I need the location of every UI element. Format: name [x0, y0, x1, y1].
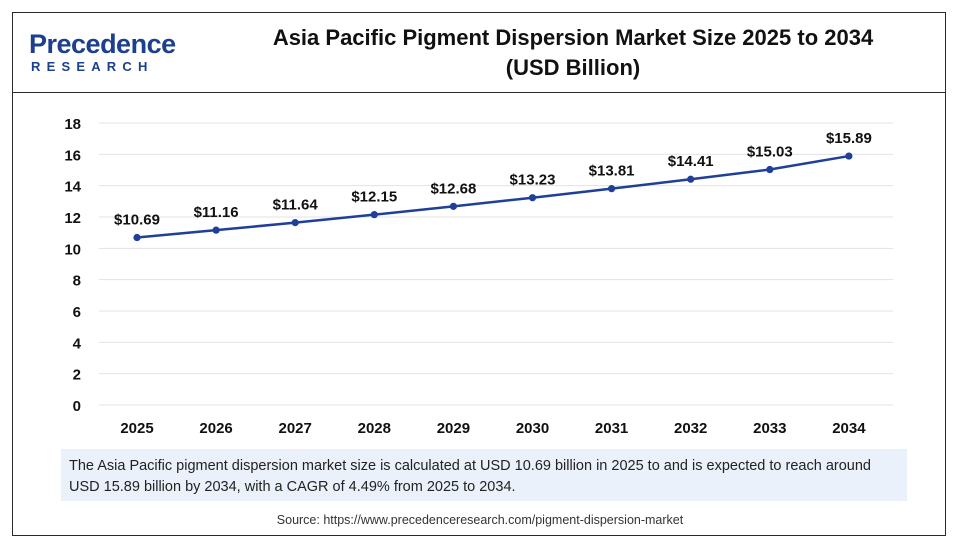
data-point	[212, 226, 220, 234]
y-tick-label: 10	[64, 241, 81, 258]
x-tick-label: 2029	[437, 420, 470, 437]
data-point	[370, 211, 378, 219]
y-tick-label: 16	[64, 147, 81, 164]
x-tick-label: 2027	[279, 420, 312, 437]
data-label: $11.64	[273, 197, 319, 214]
y-tick-label: 8	[73, 273, 81, 290]
chart-title: Asia Pacific Pigment Dispersion Market S…	[213, 23, 933, 83]
y-tick-label: 18	[64, 116, 81, 133]
data-point	[528, 194, 537, 202]
y-tick-label: 4	[73, 335, 82, 352]
x-tick-label: 2032	[674, 420, 707, 437]
data-label: $10.69	[114, 212, 160, 229]
data-point	[766, 165, 774, 174]
data-point	[133, 233, 141, 242]
data-point	[687, 175, 695, 183]
header: Precedence RESEARCH Asia Pacific Pigment…	[13, 13, 945, 93]
y-tick-label: 2	[73, 367, 81, 384]
logo-name: Precedence	[29, 29, 176, 59]
summary-text: The Asia Pacific pigment dispersion mark…	[61, 449, 907, 501]
x-tick-label: 2034	[832, 420, 866, 437]
logo-subtitle: RESEARCH	[31, 59, 154, 74]
data-label: $13.23	[510, 172, 556, 189]
y-tick-label: 12	[64, 210, 81, 227]
y-tick-label: 0	[73, 398, 81, 415]
data-label: $14.41	[668, 153, 714, 170]
chart-title-line1: Asia Pacific Pigment Dispersion Market S…	[272, 25, 874, 50]
chart-title-line2: (USD Billion)	[505, 55, 641, 80]
data-label: $12.68	[430, 180, 476, 197]
x-tick-label: 2033	[753, 420, 786, 437]
data-label: $13.81	[589, 163, 635, 180]
x-tick-label: 2031	[595, 420, 628, 437]
data-label: $12.15	[351, 189, 397, 206]
x-tick-label: 2026	[199, 420, 232, 437]
data-label: $15.03	[747, 144, 793, 161]
brand-logo: Precedence RESEARCH	[29, 29, 179, 79]
data-point	[449, 202, 457, 210]
x-tick-label: 2025	[120, 420, 153, 437]
y-tick-label: 14	[64, 179, 81, 196]
chart-frame: Precedence RESEARCH Asia Pacific Pigment…	[12, 12, 946, 536]
data-point	[291, 219, 299, 227]
data-point	[845, 152, 853, 160]
series-line	[136, 154, 850, 239]
data-label: $15.89	[826, 130, 872, 147]
line-chart: 0 2 4 6 8 10 12 14 16 18 2025 2026 2027 2028 2029 2030 2…	[64, 116, 893, 437]
x-tick-label: 2030	[516, 420, 549, 437]
data-label: $11.16	[194, 204, 239, 221]
y-tick-label: 6	[73, 304, 81, 321]
data-point	[608, 185, 616, 193]
x-tick-label: 2028	[358, 420, 391, 437]
source-text: Source: https://www.precedenceresearch.c…	[276, 513, 684, 527]
